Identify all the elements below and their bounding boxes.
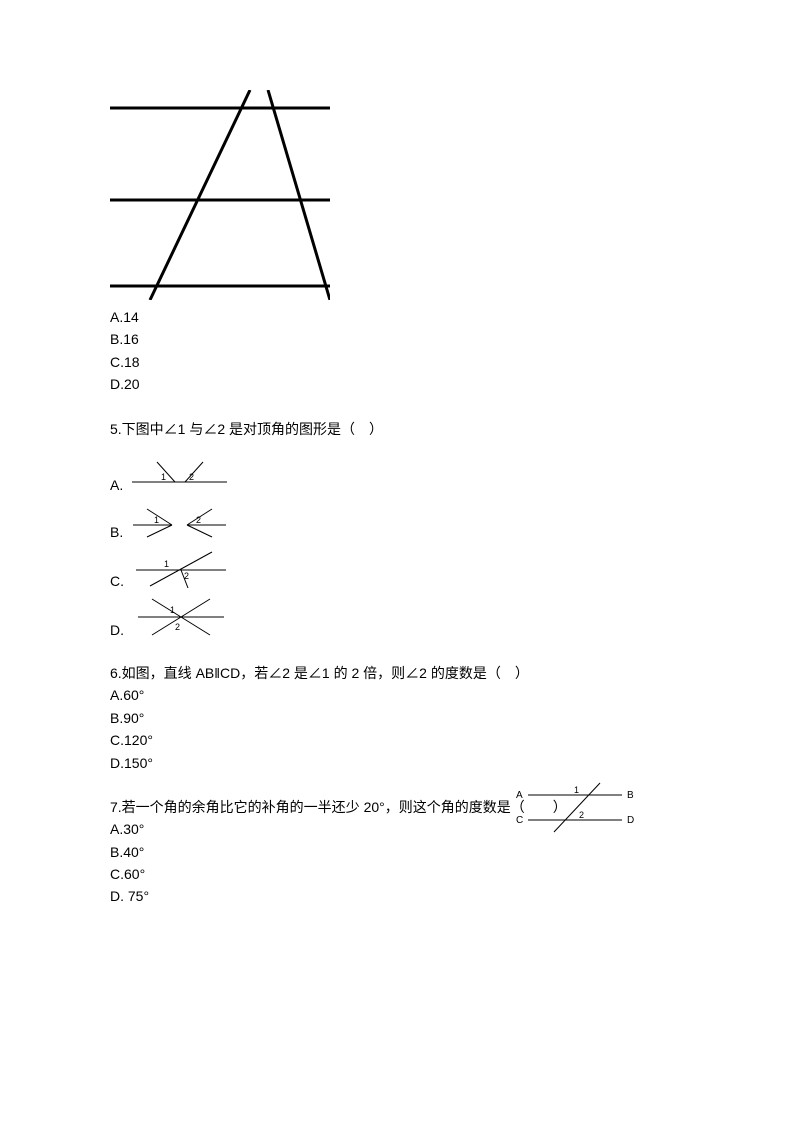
q5-figure-d: 1 2 xyxy=(128,597,233,640)
q4-option-a: A.14 xyxy=(110,306,690,328)
svg-text:1: 1 xyxy=(161,472,166,482)
q6-option-d: D.150° xyxy=(110,752,690,774)
q6-text: 6.如图，直线 AB‖CD，若∠2 是∠1 的 2 倍，则∠2 的度数是（ ） xyxy=(110,662,529,684)
q6-option-c: C.120° xyxy=(110,729,690,751)
svg-text:D: D xyxy=(627,815,634,826)
svg-text:B: B xyxy=(627,790,634,801)
q6-option-b: B.90° xyxy=(110,707,690,729)
q4-option-c: C.18 xyxy=(110,351,690,373)
svg-text:C: C xyxy=(516,815,523,826)
svg-text:2: 2 xyxy=(579,810,584,820)
svg-text:2: 2 xyxy=(184,571,189,581)
q7-option-c: C.60° xyxy=(110,863,690,885)
q5-figure-a: 1 2 xyxy=(127,454,232,495)
q4-options: A.14 B.16 C.18 D.20 xyxy=(110,306,690,396)
q5-figure-b: 1 2 xyxy=(127,501,232,542)
q5-label-c: C. xyxy=(110,573,124,591)
q6-options: A.60° B.90° C.120° D.150° xyxy=(110,684,690,774)
q5-label-b: B. xyxy=(110,524,123,542)
svg-text:A: A xyxy=(516,790,523,801)
q6-option-a: A.60° xyxy=(110,684,690,706)
q5-label-a: A. xyxy=(110,477,123,495)
q4-figure xyxy=(110,90,690,300)
svg-text:1: 1 xyxy=(170,605,175,615)
svg-text:1: 1 xyxy=(574,785,579,795)
q5-text: 5.下图中∠1 与∠2 是对顶角的图形是（ ） xyxy=(110,418,690,440)
q4-option-d: D.20 xyxy=(110,373,690,395)
svg-text:2: 2 xyxy=(175,622,180,632)
svg-text:2: 2 xyxy=(189,472,194,482)
q5-figure-c: 1 2 xyxy=(128,548,233,591)
q7-option-b: B.40° xyxy=(110,841,690,863)
q4-option-b: B.16 xyxy=(110,328,690,350)
svg-text:1: 1 xyxy=(154,515,159,525)
q6-figure: A B C D 1 2 xyxy=(510,822,640,838)
q7-option-d: D. 75° xyxy=(110,885,690,907)
svg-text:2: 2 xyxy=(196,515,201,525)
q5-label-d: D. xyxy=(110,622,124,640)
svg-text:1: 1 xyxy=(164,559,169,569)
